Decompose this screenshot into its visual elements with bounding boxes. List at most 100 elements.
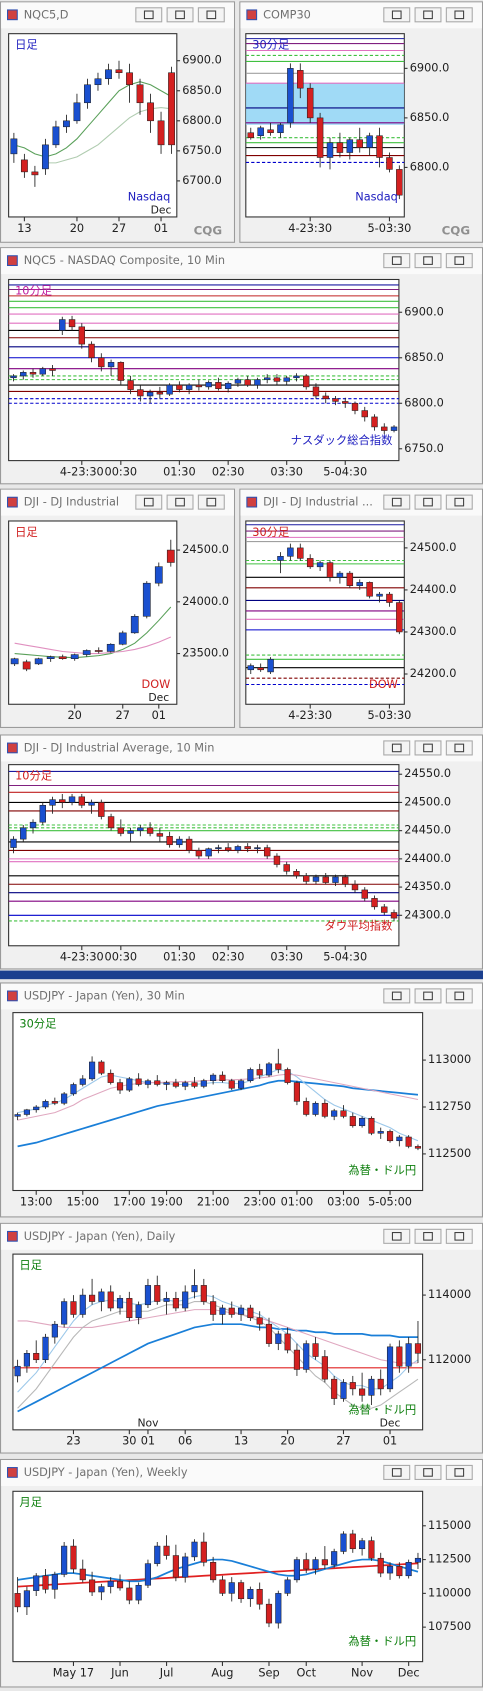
x-tick-label: Jul: [159, 1666, 174, 1680]
plot-content: [245, 524, 405, 686]
maximize-button[interactable]: [414, 1228, 442, 1244]
candle-body: [105, 69, 112, 80]
candle-body: [61, 1093, 68, 1104]
candle-body: [135, 1078, 142, 1085]
maximize-button[interactable]: [414, 253, 442, 269]
window-title: NQC5,D: [24, 7, 69, 21]
close-button[interactable]: [445, 988, 473, 1004]
minimize-button[interactable]: [383, 1464, 411, 1480]
maximize-button[interactable]: [414, 740, 442, 756]
candle-body: [267, 129, 274, 134]
candle-body: [265, 1063, 273, 1076]
title-bar: [1, 2, 234, 29]
candle-body: [156, 833, 164, 837]
candle-body: [34, 658, 43, 665]
window-title: DJI - DJ Industrial: [24, 495, 119, 509]
candle-body: [205, 848, 212, 857]
candle-body: [51, 1323, 58, 1338]
candle-body: [359, 1540, 366, 1550]
candle-body: [331, 1378, 338, 1399]
candle-body: [303, 1101, 310, 1115]
candle-body: [396, 1136, 403, 1142]
plot-content: [12, 1269, 423, 1413]
y-tick-label: 114000: [428, 1287, 471, 1301]
close-button[interactable]: [445, 494, 473, 510]
maximize-button[interactable]: [166, 7, 194, 23]
candle-body: [73, 102, 81, 122]
minimize-button[interactable]: [383, 253, 411, 269]
timeframe-label: 月足: [19, 1495, 42, 1509]
window-icon: [7, 990, 18, 1002]
candle-body: [98, 1061, 105, 1074]
instrument-label: 為替・ドル円: [348, 1402, 416, 1416]
instrument-label: ナスダック総合指数: [291, 433, 393, 447]
minimize-button[interactable]: [135, 494, 163, 510]
candle-body: [386, 1131, 394, 1142]
candle-body: [126, 1587, 133, 1601]
candle-body: [263, 847, 271, 857]
maximize-button[interactable]: [414, 1464, 442, 1480]
candle-body: [135, 1584, 142, 1601]
candle-body: [107, 816, 115, 829]
minimize-button[interactable]: [135, 7, 163, 23]
candle-body: [146, 827, 154, 834]
candle-body: [135, 1304, 142, 1318]
close-button[interactable]: [445, 740, 473, 756]
candle-body: [89, 1061, 96, 1080]
candle-body: [256, 1069, 263, 1076]
candle-body: [228, 1080, 235, 1089]
chart-window: DJI - DJ Industrial Average, 10 Min 24300…: [0, 734, 483, 970]
candle-body: [247, 1307, 254, 1318]
y-tick-label: 112000: [428, 1352, 471, 1366]
minimize-glyph: [391, 10, 402, 20]
y-tick-label: 112500: [428, 1552, 471, 1566]
x-tick-label: 4-23:30: [60, 464, 104, 478]
moving-average: [17, 1301, 419, 1409]
candle-body: [176, 838, 183, 846]
candle-body: [154, 1545, 161, 1564]
candle-body: [51, 1574, 58, 1590]
candle-body: [346, 139, 354, 153]
plot-content: [8, 770, 399, 922]
maximize-button[interactable]: [414, 7, 442, 23]
candle-body: [70, 654, 79, 659]
candle-body: [340, 1382, 347, 1399]
close-button[interactable]: [445, 7, 473, 23]
close-button[interactable]: [197, 7, 225, 23]
candle-body: [303, 1343, 310, 1370]
close-button[interactable]: [197, 494, 225, 510]
candle-body: [326, 142, 334, 158]
candle-body: [277, 124, 284, 134]
candle-body: [157, 120, 165, 146]
maximize-button[interactable]: [414, 988, 442, 1004]
close-button[interactable]: [445, 253, 473, 269]
candle-body: [156, 392, 164, 395]
candle-body: [78, 326, 85, 345]
minimize-button[interactable]: [383, 1228, 411, 1244]
close-button[interactable]: [445, 1464, 473, 1480]
minimize-button[interactable]: [383, 494, 411, 510]
candle-body: [23, 1109, 30, 1115]
instrument-label: Nasdaq: [355, 190, 398, 204]
minimize-button[interactable]: [383, 740, 411, 756]
x-tick-label: 03:30: [270, 950, 303, 964]
candle-body: [306, 558, 314, 568]
minimize-button[interactable]: [383, 988, 411, 1004]
window-icon: [7, 496, 18, 508]
maximize-button[interactable]: [166, 494, 194, 510]
close-button[interactable]: [445, 1228, 473, 1244]
candle-body: [79, 1568, 86, 1581]
candle-body: [371, 416, 378, 428]
minimize-button[interactable]: [383, 7, 411, 23]
y-tick-label: 115000: [428, 1518, 471, 1532]
candle-body: [41, 144, 49, 170]
candle-body: [273, 855, 281, 865]
candle-body: [293, 1559, 300, 1581]
candle-body: [224, 382, 232, 389]
candle-body: [137, 389, 144, 397]
maximize-button[interactable]: [414, 494, 442, 510]
timeframe-label: 10分足: [15, 283, 52, 297]
y-tick-label: 110000: [428, 1585, 471, 1599]
y-tick-label: 6700.0: [182, 173, 222, 187]
candle-body: [191, 1285, 198, 1293]
